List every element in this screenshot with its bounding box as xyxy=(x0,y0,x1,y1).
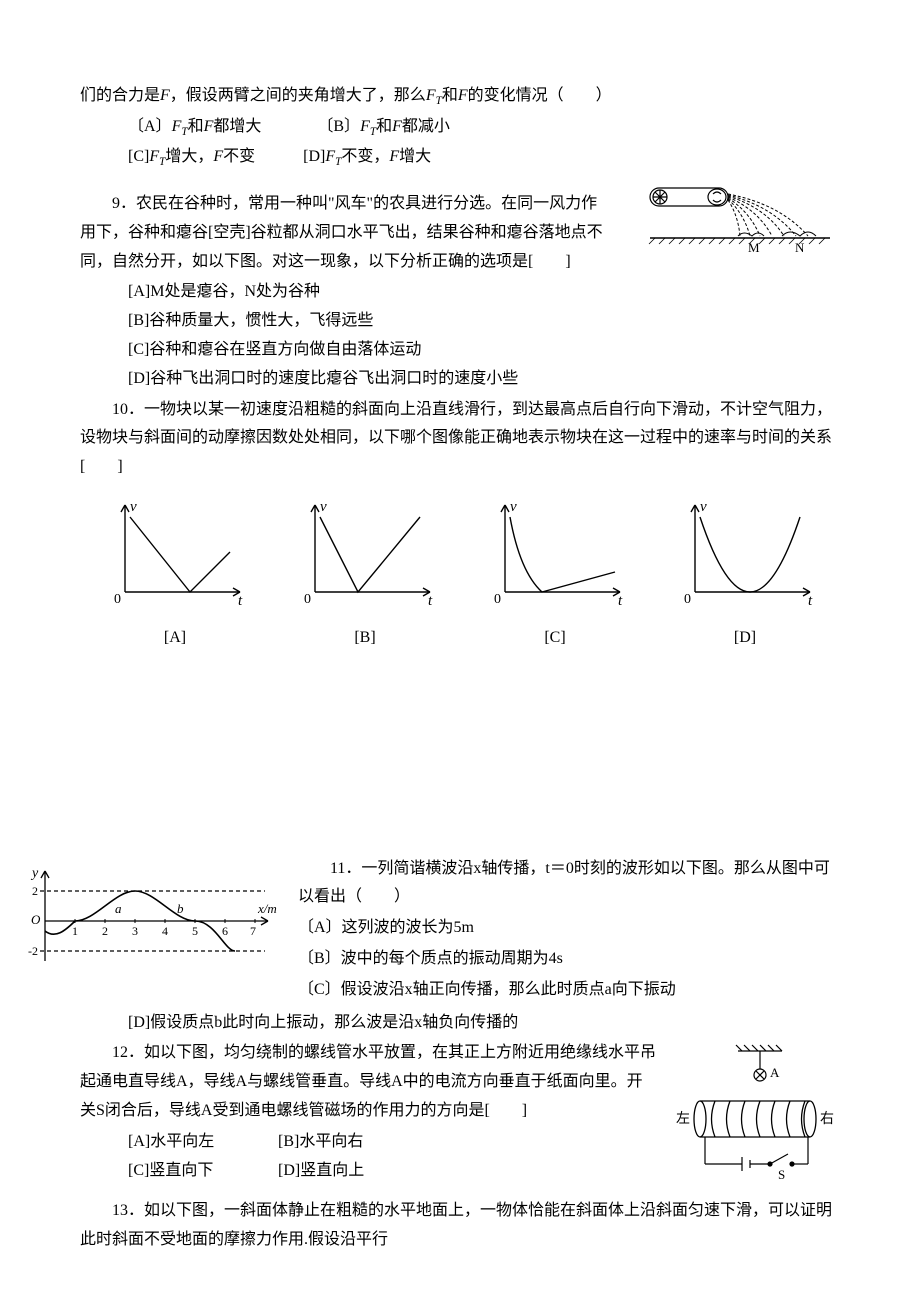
svg-text:v: v xyxy=(510,499,517,515)
svg-text:0: 0 xyxy=(494,592,501,607)
q12-figure: A 左 右 S xyxy=(670,1039,840,1189)
svg-text:-2: -2 xyxy=(28,944,38,958)
q11-optD: [D]假设质点b此时向上振动，那么波是沿x轴负向传播的 xyxy=(80,1009,840,1038)
q9-figure: M N xyxy=(620,180,840,260)
svg-text:t: t xyxy=(238,593,243,607)
svg-text:3: 3 xyxy=(132,924,138,938)
svg-text:x/m: x/m xyxy=(257,901,277,916)
svg-text:v: v xyxy=(700,499,707,515)
q11-block: 12 34 56 7 2 -2 y O x/m a b 11．一列简谐横波沿x轴… xyxy=(80,855,840,1038)
svg-text:0: 0 xyxy=(304,592,311,607)
svg-text:S: S xyxy=(778,1167,785,1182)
q10-graph-C: v t 0 [C] xyxy=(480,497,630,653)
svg-text:t: t xyxy=(808,593,813,607)
q9-optB: [B]谷种质量大，惯性大，飞得远些 xyxy=(80,307,840,336)
q10-graph-B: v t 0 [B] xyxy=(290,497,440,653)
q9-block: M N 9．农民在谷种时，常用一种叫"风车"的农具进行分选。在同一风力作用下，谷… xyxy=(80,190,840,394)
q8-options-row2: [C]FT增大，F不变 [D]FT不变，F增大 xyxy=(80,143,840,172)
q11-figure: 1 2 3 4 5 6 7 2 -2 y O x/m a b xyxy=(20,861,280,971)
svg-text:左: 左 xyxy=(676,1111,690,1127)
q10-graph-D: v t 0 [D] xyxy=(670,497,820,653)
svg-text:b: b xyxy=(177,901,184,916)
svg-text:a: a xyxy=(115,901,122,916)
svg-text:0: 0 xyxy=(114,592,121,607)
svg-text:6: 6 xyxy=(222,924,228,938)
svg-text:t: t xyxy=(428,593,433,607)
svg-text:O: O xyxy=(31,912,41,927)
svg-text:1: 1 xyxy=(72,924,78,938)
q13-stem: 13．如以下图，一斜面体静止在粗糙的水平地面上，一物体恰能在斜面体上沿斜面匀速下… xyxy=(80,1197,840,1255)
q10-label-C: [C] xyxy=(480,624,630,653)
svg-text:N: N xyxy=(795,240,805,255)
q10-label-B: [B] xyxy=(290,624,440,653)
q10-stem: 10．一物块以某一初速度沿粗糙的斜面向上沿直线滑行，到达最高点后自行向下滑动，不… xyxy=(80,396,840,482)
svg-text:t: t xyxy=(618,593,623,607)
q8-stem: 们的合力是F，假设两臂之间的夹角增大了，那么FT和F的变化情况（ ） xyxy=(80,82,840,111)
q10-graph-A: v t 0 [A] xyxy=(100,497,250,653)
q9-optA: [A]M处是瘪谷，N处为谷种 xyxy=(80,278,840,307)
svg-text:A: A xyxy=(770,1065,780,1080)
svg-text:4: 4 xyxy=(162,924,168,938)
svg-text:v: v xyxy=(130,499,137,515)
svg-text:右: 右 xyxy=(820,1111,834,1127)
q11-optC: 〔C〕假设波沿x轴正向传播，那么此时质点a向下振动 xyxy=(80,976,840,1005)
svg-text:0: 0 xyxy=(684,592,691,607)
svg-text:7: 7 xyxy=(250,924,256,938)
q10-label-A: [A] xyxy=(100,624,250,653)
q10-graphs: v t 0 [A] v t 0 [B] v t xyxy=(80,497,840,653)
q8-options-row1: 〔A〕FT和F都增大 〔B〕FT和F都减小 xyxy=(80,113,840,142)
svg-text:2: 2 xyxy=(32,884,38,898)
svg-text:y: y xyxy=(30,866,39,881)
q9-optD: [D]谷种飞出洞口时的速度比瘪谷飞出洞口时的速度小些 xyxy=(80,365,840,394)
svg-text:v: v xyxy=(320,499,327,515)
q9-optC: [C]谷种和瘪谷在竖直方向做自由落体运动 xyxy=(80,336,840,365)
svg-text:5: 5 xyxy=(192,924,198,938)
q12-block: A 左 右 S 12．如以 xyxy=(80,1039,840,1195)
svg-text:M: M xyxy=(748,240,760,255)
q10-label-D: [D] xyxy=(670,624,820,653)
svg-text:2: 2 xyxy=(102,924,108,938)
